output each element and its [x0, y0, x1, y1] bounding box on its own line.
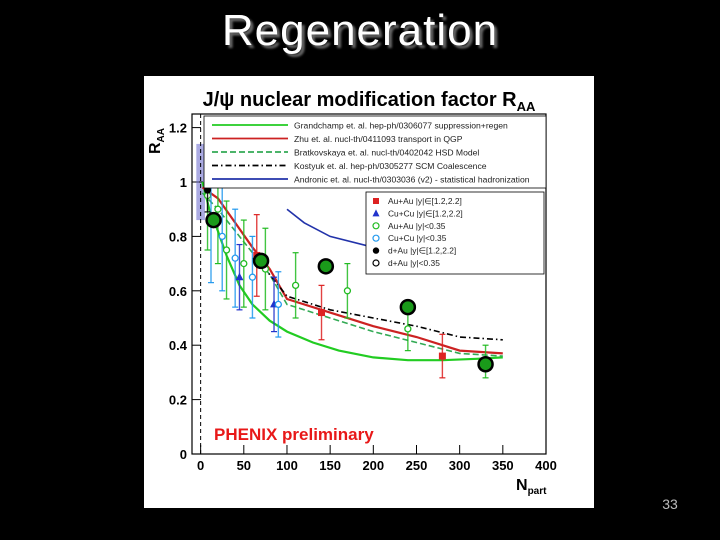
data-point [218, 232, 226, 241]
overlay-marker [252, 252, 270, 270]
chart-title-sub: AA [517, 99, 536, 114]
x-axis-label: Npart [516, 477, 547, 497]
data-legend-label: d+Au |y|∈[1.2,2.2] [388, 246, 456, 256]
data-point [343, 287, 352, 295]
x-tick-label: 350 [492, 458, 514, 473]
x-axis-label-sub: part [528, 486, 548, 497]
data-point [438, 352, 446, 360]
overlay-marker [317, 258, 335, 275]
model-legend-label: Andronic et. al. nucl-th/0303036 (v2) - … [294, 175, 530, 185]
y-tick-label: 1.2 [169, 121, 187, 136]
data-legend-label: Au+Au |y|<0.35 [388, 221, 446, 231]
data-legend-marker [372, 234, 380, 242]
model-legend-label: Zhu et. al. nucl-th/0411093 transport in… [294, 134, 463, 144]
data-point [204, 186, 212, 194]
y-axis-label-main: R [147, 142, 164, 154]
data-point [404, 325, 412, 333]
data-legend-box [365, 191, 545, 275]
overlay-marker [477, 355, 494, 373]
y-tick-label: 0.4 [169, 338, 188, 353]
data-point [318, 309, 326, 317]
x-axis-label-main: N [516, 477, 528, 494]
y-tick-label: 0.6 [169, 284, 187, 299]
x-tick-label: 0 [197, 458, 204, 473]
x-tick-label: 150 [319, 458, 341, 473]
data-point [248, 273, 257, 281]
data-point [235, 272, 244, 281]
model-legend-label: Grandchamp et. al. hep-ph/0306077 suppre… [294, 121, 508, 131]
data-legend-label: Cu+Cu |y|<0.35 [388, 233, 447, 243]
data-legend-marker [372, 209, 380, 217]
y-axis-label: RAA [147, 128, 167, 154]
chart-title-main: J/ψ nuclear modification factor R [203, 89, 518, 111]
y-tick-label: 1 [180, 175, 187, 190]
overlay-marker [399, 298, 417, 316]
data-legend-label: Cu+Cu |y|∈[1.2,2.2] [388, 208, 463, 218]
data-point [291, 281, 300, 290]
data-legend-marker [372, 222, 380, 230]
data-legend-marker [373, 198, 379, 204]
model-curve-bratkovskaya [201, 192, 503, 357]
chart-svg: J/ψ nuclear modification factor RAA00.20… [147, 89, 557, 497]
data-point [222, 246, 231, 254]
plot-frame [191, 113, 547, 455]
model-curve-kostyuk [251, 257, 503, 341]
data-point [240, 259, 248, 268]
x-tick-label: 250 [406, 458, 428, 473]
chart-figure: J/ψ nuclear modification factor RAA 0 0.2 0… [144, 76, 594, 508]
page-number: 33 [662, 496, 678, 512]
data-legend-marker [372, 247, 380, 254]
slide-title: Regeneration [221, 6, 499, 55]
data-point [231, 254, 239, 262]
x-tick-label: 300 [449, 458, 471, 473]
x-tick-label: 100 [276, 458, 298, 473]
x-tick-label: 400 [535, 458, 557, 473]
data-point [274, 300, 282, 309]
model-curve-zhu [201, 186, 503, 355]
data-point [214, 205, 222, 213]
data-legend-label: d+Au |y|<0.35 [388, 258, 440, 268]
y-tick-label: 0.2 [169, 393, 187, 408]
overlay-marker [205, 211, 222, 229]
data-legend-marker [372, 259, 380, 267]
y-axis-label-sub: AA [156, 128, 167, 142]
y-tick-label: 0.8 [169, 229, 187, 244]
data-legend-label: Au+Au |y|∈[1.2,2.2] [388, 196, 462, 206]
chart-watermark: PHENIX preliminary [214, 425, 374, 444]
chart-title: J/ψ nuclear modification factor RAA [203, 89, 536, 114]
x-tick-label: 50 [237, 458, 251, 473]
model-legend-label: Bratkovskaya et. al. nucl-th/0402042 HSD… [294, 148, 479, 158]
y-tick-label: 0 [180, 447, 187, 462]
x-tick-label: 200 [362, 458, 384, 473]
model-legend-label: Kostyuk et. al. hep-ph/0305277 SCM Coale… [294, 161, 487, 171]
